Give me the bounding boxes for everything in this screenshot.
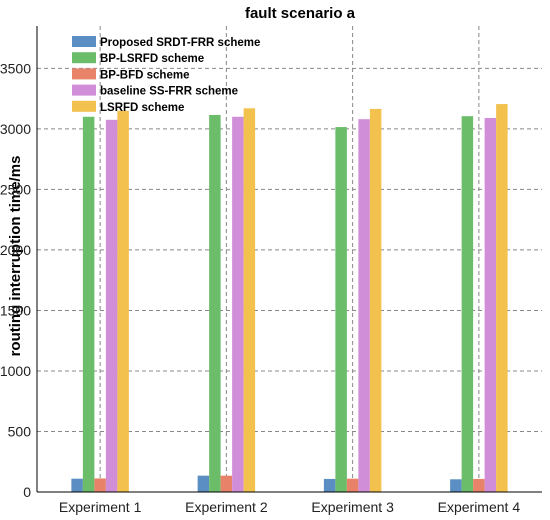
legend-entry: Proposed SRDT-FRR scheme bbox=[100, 37, 260, 49]
y-tick-label: 2000 bbox=[0, 242, 31, 258]
legend-swatch bbox=[72, 52, 96, 64]
bar bbox=[220, 475, 233, 492]
y-tick-label: 3500 bbox=[0, 60, 31, 76]
bar bbox=[82, 116, 95, 492]
bar bbox=[473, 478, 485, 492]
legend-entry: BP-LSRFD scheme bbox=[100, 53, 204, 65]
legend-entry: LSRFD scheme bbox=[100, 102, 184, 114]
legend-entry: baseline SS-FRR scheme bbox=[100, 86, 238, 98]
bar bbox=[117, 110, 129, 493]
bar bbox=[105, 119, 118, 493]
x-tick-label: Experiment 4 bbox=[438, 499, 521, 515]
x-tick-label: Experiment 3 bbox=[311, 499, 394, 515]
bar bbox=[358, 119, 370, 492]
bar bbox=[461, 116, 474, 493]
bar bbox=[450, 479, 462, 492]
bar bbox=[335, 127, 347, 492]
legend-swatch bbox=[72, 36, 96, 47]
x-tick-label: Experiment 2 bbox=[185, 499, 268, 515]
y-tick-label: 2500 bbox=[0, 181, 31, 197]
bar bbox=[346, 478, 359, 492]
legend: Proposed SRDT-FRR scheme BP-LSRFD scheme B… bbox=[72, 36, 260, 114]
bar bbox=[94, 478, 106, 492]
bar bbox=[369, 108, 382, 493]
bars bbox=[71, 104, 508, 493]
y-tick-label: 500 bbox=[8, 423, 32, 439]
bar bbox=[232, 116, 244, 492]
chart-title: fault scenario a bbox=[245, 5, 356, 22]
y-tick-label: 1000 bbox=[0, 363, 31, 379]
tick-labels: 0 500 1000 1500 2000 2500 3000 3500 Experiment 1… bbox=[0, 60, 520, 515]
legend-swatch bbox=[72, 100, 96, 112]
y-axis-label: routing interruption time/ms bbox=[7, 156, 24, 357]
bar bbox=[323, 478, 336, 492]
legend-entry: BP-BFD scheme bbox=[100, 69, 189, 81]
y-tick-label: 3000 bbox=[0, 121, 31, 137]
bar bbox=[484, 117, 497, 492]
y-tick-label: 0 bbox=[23, 484, 31, 500]
bar bbox=[243, 108, 256, 493]
bar bbox=[496, 104, 508, 492]
axes bbox=[36, 26, 542, 493]
bar bbox=[71, 478, 83, 492]
grid-lines bbox=[37, 26, 542, 492]
legend-swatch bbox=[72, 84, 96, 96]
legend-swatch bbox=[72, 68, 96, 80]
bar bbox=[197, 475, 210, 492]
x-tick-label: Experiment 1 bbox=[59, 499, 142, 515]
bar bbox=[209, 114, 221, 493]
y-tick-label: 1500 bbox=[0, 302, 31, 318]
